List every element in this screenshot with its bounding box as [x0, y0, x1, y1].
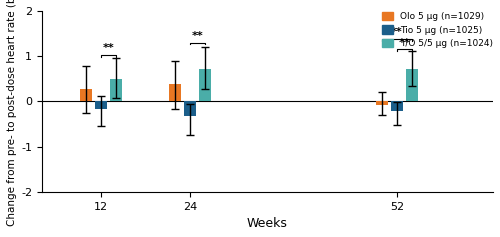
Text: **: **: [102, 43, 115, 53]
Y-axis label: Change from pre- to post-dose heart rate (bpm): Change from pre- to post-dose heart rate…: [7, 0, 17, 227]
Bar: [198, 69, 211, 101]
Bar: [391, 101, 403, 111]
Legend: Olo 5 μg (n=1029), Tio 5 μg (n=1025), T/O 5/5 μg (n=1024): Olo 5 μg (n=1029), Tio 5 μg (n=1025), T/…: [382, 12, 493, 48]
Bar: [184, 101, 196, 116]
Bar: [376, 101, 388, 105]
Bar: [169, 84, 181, 101]
Bar: [95, 101, 107, 109]
Text: **: **: [398, 37, 410, 48]
X-axis label: Weeks: Weeks: [247, 217, 288, 230]
Bar: [80, 89, 92, 101]
Bar: [406, 69, 418, 101]
Text: **: **: [391, 27, 403, 37]
Text: **: **: [192, 31, 203, 41]
Bar: [110, 79, 122, 101]
